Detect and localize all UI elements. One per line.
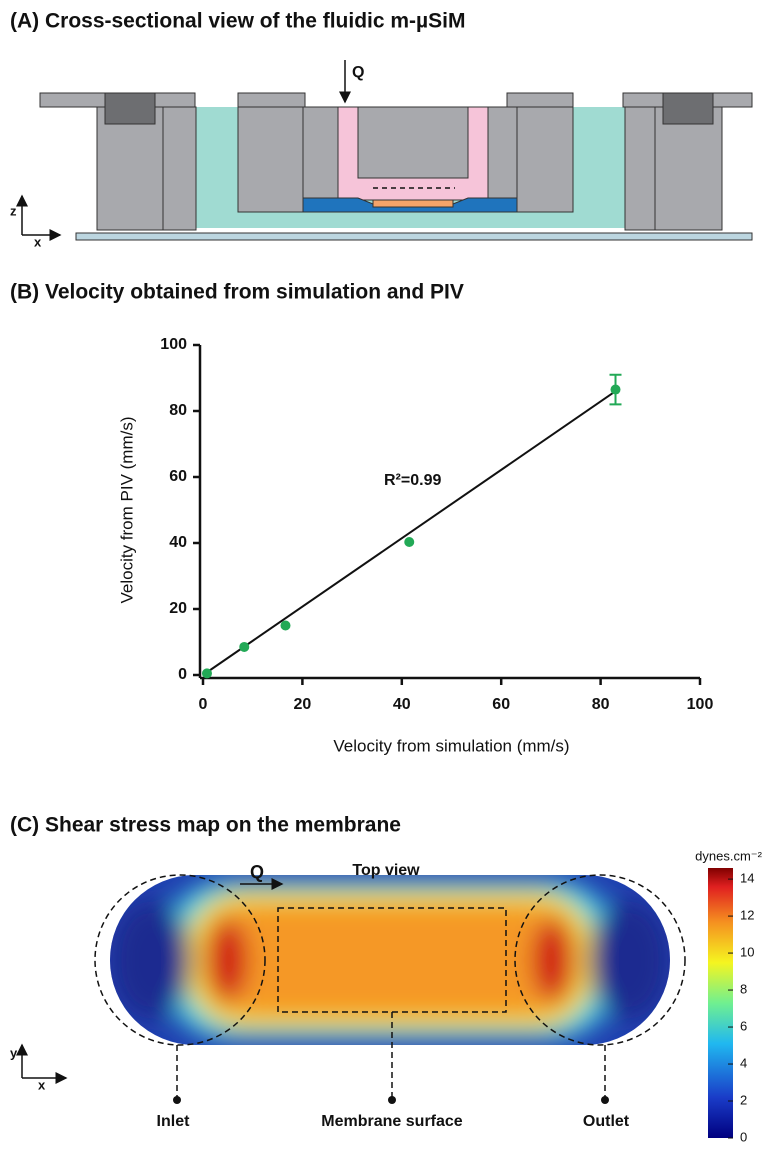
colorbar-tick-label: 6 — [740, 1018, 747, 1033]
colorbar-tick-label: 0 — [740, 1129, 747, 1144]
region-label: Membrane surface — [321, 1113, 462, 1130]
axis-label: z — [10, 203, 17, 218]
region-label: Inlet — [157, 1113, 191, 1130]
axis-label: x — [34, 234, 42, 249]
data-point — [201, 668, 212, 679]
colorbar-tick-label: 14 — [740, 871, 754, 886]
flow-label: Q — [352, 64, 364, 81]
y-tick-label: 100 — [160, 336, 187, 353]
colorbar-tick-label: 12 — [740, 908, 754, 923]
data-point — [280, 620, 291, 631]
colorbar-tick-label: 8 — [740, 981, 747, 996]
y-axis-label: Velocity from PIV (mm/s) — [117, 416, 136, 603]
shear-stress-map — [16, 874, 686, 1104]
x-tick-label: 80 — [592, 696, 610, 713]
data-point — [404, 537, 415, 548]
x-tick-label: 20 — [294, 696, 312, 713]
x-tick-label: 40 — [393, 696, 411, 713]
axis-label: y — [10, 1045, 18, 1060]
x-tick-label: 0 — [199, 696, 208, 713]
data-point — [239, 641, 250, 652]
panel-title: (A) Cross-sectional view of the fluidic … — [10, 10, 466, 33]
y-tick-label: 60 — [169, 468, 187, 485]
annotation: R²=0.99 — [384, 472, 441, 489]
y-tick-label: 0 — [178, 666, 187, 683]
flow-label: Q — [250, 862, 264, 882]
colorbar-tick-label: 10 — [740, 945, 754, 960]
y-tick-label: 80 — [169, 402, 187, 419]
data-point — [610, 384, 621, 395]
colorbar-tick-label: 4 — [740, 1055, 747, 1070]
colorbar-tick-label: 2 — [740, 1092, 747, 1107]
panel-title: (C) Shear stress map on the membrane — [10, 814, 401, 837]
y-tick-label: 20 — [169, 600, 187, 617]
fit-line — [202, 390, 617, 676]
colorbar-gradient — [708, 868, 733, 1138]
axis-label: x — [38, 1077, 46, 1092]
region-label: Outlet — [583, 1113, 630, 1130]
y-tick-label: 40 — [169, 534, 187, 551]
colorbar-label: dynes.cm⁻² — [695, 848, 762, 863]
cross-section-diagram — [16, 60, 753, 241]
scatter-chart: 0 20 40 60 80 100 0 20 40 60 80 100 Velocity from si… — [117, 336, 713, 755]
x-tick-label: 60 — [492, 696, 510, 713]
x-tick-label: 100 — [687, 696, 714, 713]
chart-title: (B) Velocity obtained from simulation an… — [10, 281, 464, 304]
x-axis-label: Velocity from simulation (mm/s) — [333, 736, 569, 755]
colorbar: 0 2 4 6 8 10 12 14 — [708, 868, 754, 1144]
view-label: Top view — [352, 862, 420, 879]
